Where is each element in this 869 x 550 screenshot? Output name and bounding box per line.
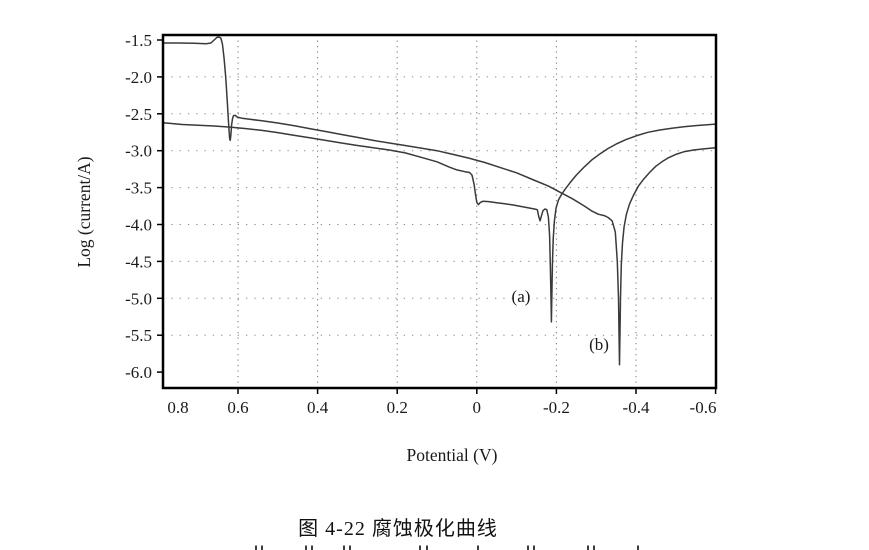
x-tick-label: -0.6 (690, 398, 717, 417)
y-tick-label: -5.0 (125, 289, 152, 308)
figure-caption: 图 4-22 腐蚀极化曲线 (298, 518, 498, 540)
y-tick-label: -5.5 (125, 326, 152, 345)
y-tick-label: -1.5 (125, 31, 152, 50)
x-tick-label: 0.4 (307, 398, 329, 417)
y-tick-label: -2.5 (125, 105, 152, 124)
curves-group (163, 36, 716, 366)
grid-lines (163, 35, 716, 388)
y-tick-label: -4.0 (125, 216, 152, 235)
curve-annotations: (a) (b) (512, 287, 609, 354)
cutoff-text-line (255, 545, 639, 550)
x-tick-label: -0.2 (543, 398, 570, 417)
y-tick-label: -3.5 (125, 179, 152, 198)
curve-label-b: (b) (589, 335, 609, 354)
x-axis-title: Potential (V) (407, 445, 498, 465)
curve-b (163, 36, 716, 366)
curve-label-a: (a) (512, 287, 531, 306)
y-tick-label: -2.0 (125, 68, 152, 87)
y-tick-label: -4.5 (125, 252, 152, 271)
x-tick-label: 0.8 (167, 398, 188, 417)
curve-a (163, 121, 716, 323)
x-tick-label: 0 (473, 398, 482, 417)
y-tick-label: -3.0 (125, 142, 152, 161)
plot-frame (161, 33, 718, 390)
y-axis-title: Log (current/A) (74, 156, 94, 267)
x-tick-label: 0.2 (387, 398, 408, 417)
x-tick-label: 0.6 (227, 398, 248, 417)
axis-ticks (157, 39, 717, 394)
x-tick-label: -0.4 (623, 398, 650, 417)
y-tick-label: -6.0 (125, 363, 152, 382)
tick-labels: 0.8 0.6 0.4 0.2 0 -0.2 -0.4 -0.6 -1.5 -2.0 -2.5 -3.… (125, 31, 716, 417)
